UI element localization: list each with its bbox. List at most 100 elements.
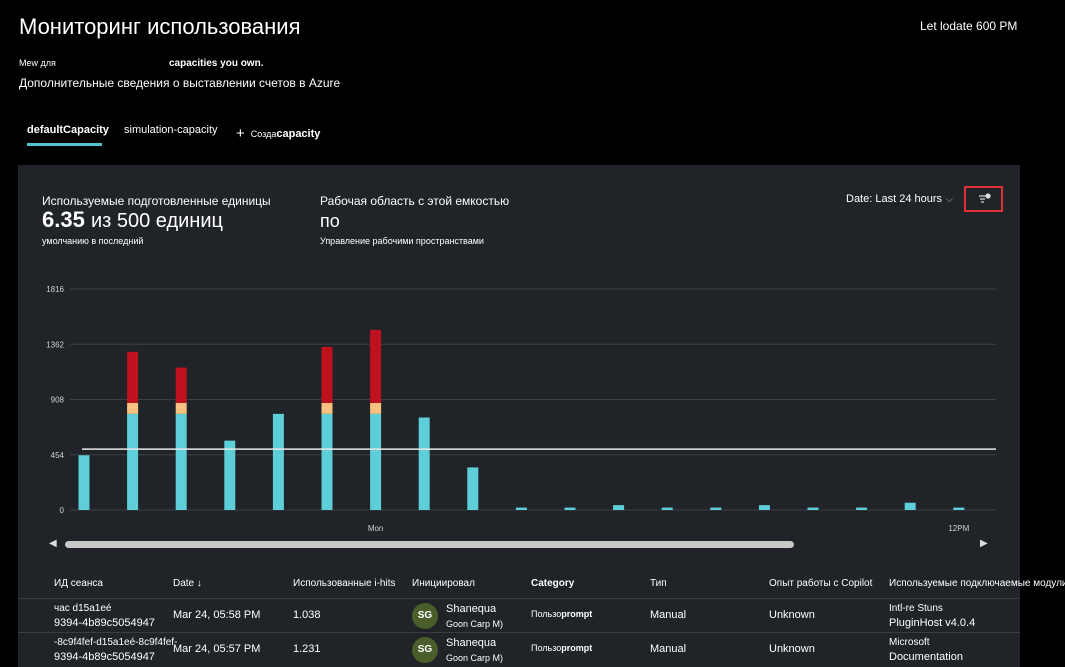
- bar-segment[interactable]: [272, 413, 284, 510]
- y-tick-label: 908: [51, 396, 65, 405]
- bar-segment[interactable]: [78, 455, 90, 510]
- y-tick-label: 454: [51, 451, 65, 460]
- bar-segment[interactable]: [418, 417, 430, 510]
- page-title: Мониторинг использования: [19, 14, 301, 39]
- filter-settings-icon: [979, 193, 991, 203]
- create-capacity-button[interactable]: + Создаcapacity: [236, 124, 320, 142]
- bar-segment[interactable]: [661, 507, 673, 510]
- table-row[interactable]: -8c9f4fef-d15a1eé-8c9f4fef- 9394-4b89c50…: [18, 632, 1020, 667]
- units-total: из 500 единиц: [90, 210, 223, 232]
- bar-segment[interactable]: [758, 505, 770, 510]
- session-hits: 1.038: [293, 609, 321, 621]
- billing-info-link[interactable]: Дополнительные сведения о выставлении сч…: [19, 76, 341, 90]
- col-date-label: Date: [173, 578, 195, 589]
- category-small: Пользо: [531, 643, 562, 653]
- col-initiated-by[interactable]: Инициировал: [412, 578, 475, 589]
- bar-segment[interactable]: [515, 507, 527, 510]
- category-bold: prompt: [561, 609, 593, 619]
- col-category[interactable]: Category: [531, 578, 575, 589]
- plugin-line2: PluginHost v4.0.4: [889, 617, 976, 629]
- col-hits[interactable]: Использованные i-hits: [293, 578, 396, 589]
- plus-icon: +: [236, 125, 245, 142]
- user-name: Shanequa: [446, 637, 497, 649]
- col-session-id[interactable]: ИД сеанса: [54, 578, 103, 589]
- capacity-panel: Используемые подготовленные единицы 6.35…: [18, 165, 1065, 667]
- user-name: Shanequa: [446, 603, 497, 615]
- bar-segment[interactable]: [224, 440, 236, 510]
- bar-segment[interactable]: [321, 413, 333, 510]
- date-filter-label: Date: Last 24 hours: [846, 193, 943, 205]
- sort-down-icon: ↓: [196, 578, 202, 589]
- chart-scrollbar[interactable]: [65, 541, 794, 548]
- bar-segment[interactable]: [467, 467, 479, 510]
- manage-workspaces-link[interactable]: Управление рабочими пространствами: [320, 236, 484, 246]
- session-id-line2: 9394-4b89c5054947: [54, 651, 155, 663]
- tab-default-capacity[interactable]: defaultCapacity: [27, 124, 109, 136]
- bar-segment[interactable]: [904, 502, 916, 510]
- x-tick-label: Mon: [368, 524, 384, 533]
- avatar: SG: [412, 637, 438, 663]
- description: Мew для capacities you own.: [19, 58, 263, 69]
- col-date[interactable]: Date ↓: [173, 578, 202, 589]
- bar-segment[interactable]: [807, 507, 819, 510]
- bar-segment[interactable]: [856, 507, 868, 510]
- session-id-line1: -8c9f4fef-d15a1eé-8c9f4fef-: [54, 637, 178, 648]
- y-tick-label: 0: [60, 506, 65, 515]
- category-cell: Пользоprompt: [531, 643, 592, 653]
- table-row[interactable]: час d15a1eé 9394-4b89c5054947 Mar 24, 05…: [18, 598, 1020, 633]
- user-org: Goon Carp M): [446, 653, 504, 663]
- bar-segment[interactable]: [127, 351, 139, 403]
- x-tick-label: 12PM: [948, 524, 969, 533]
- plugin-line2: Documentation: [889, 651, 963, 663]
- plugin-line1: Microsoft: [889, 637, 930, 648]
- units-subtext: умолчанию в последний: [42, 236, 144, 246]
- scroll-right-icon[interactable]: ▶: [980, 538, 988, 549]
- session-hits: 1.231: [293, 643, 321, 655]
- date-filter-dropdown[interactable]: Date: Last 24 hours ⌵: [846, 193, 953, 205]
- copilot-cell: Unknown: [769, 609, 815, 621]
- filter-settings-button[interactable]: [964, 186, 1003, 212]
- bar-segment[interactable]: [370, 402, 382, 414]
- bar-segment[interactable]: [175, 402, 187, 414]
- col-plugins[interactable]: Используемые подключаемые модули: [889, 578, 1065, 589]
- bar-segment[interactable]: [127, 413, 139, 510]
- bar-segment[interactable]: [127, 402, 139, 414]
- description-prefix: Мew для: [19, 58, 56, 68]
- units-value: 6.35 из 500 единиц: [42, 207, 223, 233]
- category-small: Пользо: [531, 609, 562, 619]
- units-label: Используемые подготовленные единицы: [42, 194, 271, 208]
- chevron-down-icon: ⌵: [946, 194, 953, 204]
- bar-segment[interactable]: [175, 413, 187, 510]
- col-copilot[interactable]: Опыт работы с Copilot: [769, 578, 873, 589]
- bar-segment[interactable]: [175, 367, 187, 403]
- last-update-text: Let lodate 600 PM: [920, 19, 1018, 33]
- bar-segment[interactable]: [564, 507, 576, 510]
- units-number: 6.35: [42, 207, 85, 232]
- bar-segment[interactable]: [321, 402, 333, 414]
- session-id-line2: 9394-4b89c5054947: [54, 617, 155, 629]
- bar-segment[interactable]: [710, 507, 722, 510]
- type-cell: Manual: [650, 609, 687, 621]
- session-date: Mar 24, 05:58 PM: [173, 609, 261, 621]
- bar-segment[interactable]: [370, 413, 382, 510]
- active-tab-indicator: [27, 143, 102, 146]
- plugin-line1: Intl-re Stuns: [889, 603, 943, 614]
- description-bold: capacities you own.: [169, 58, 264, 69]
- usage-chart: 1816 1362 908 454 0 Mon 12PM: [46, 285, 996, 533]
- type-cell: Manual: [650, 643, 687, 655]
- category-cell: Пользоprompt: [531, 609, 592, 619]
- y-tick-label: 1362: [46, 340, 64, 349]
- scroll-left-icon[interactable]: ◀: [49, 538, 57, 549]
- copilot-cell: Unknown: [769, 643, 815, 655]
- bar-segment[interactable]: [321, 346, 333, 403]
- workspace-value: по: [320, 211, 340, 231]
- col-type[interactable]: Тип: [650, 578, 667, 589]
- category-bold: prompt: [561, 643, 593, 653]
- create-capacity-label-small: Созда: [250, 129, 277, 139]
- bar-segment[interactable]: [370, 329, 382, 403]
- y-tick-label: 1816: [46, 285, 64, 294]
- workspace-label: Рабочая область с этой емкостью: [320, 194, 510, 208]
- tab-simulation-capacity[interactable]: simulation-capacity: [124, 124, 218, 136]
- bar-segment[interactable]: [953, 507, 965, 510]
- bar-segment[interactable]: [613, 505, 625, 510]
